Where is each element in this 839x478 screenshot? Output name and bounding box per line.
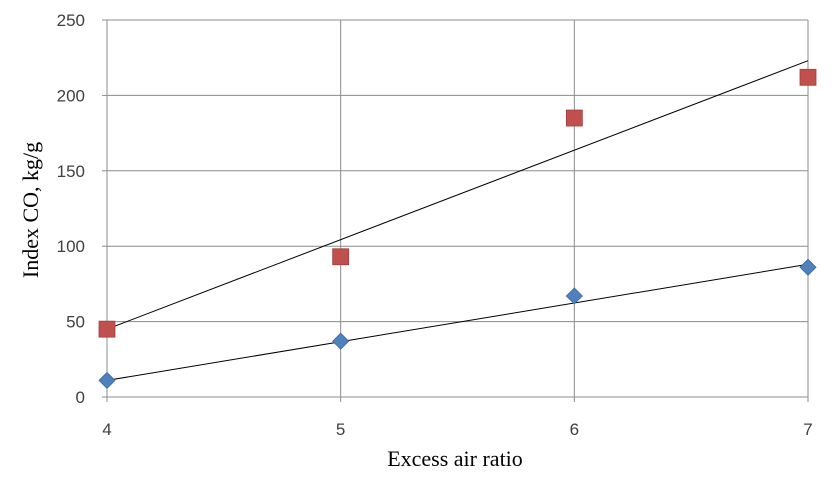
y-tick-label: 50 <box>66 313 85 332</box>
data-point-square <box>799 68 817 86</box>
y-tick-label: 250 <box>57 11 85 30</box>
data-point-diamond <box>799 258 817 276</box>
data-points <box>98 68 817 389</box>
x-tick-label: 5 <box>336 420 345 439</box>
trendline-series-2 <box>106 60 809 330</box>
trendlines <box>106 60 809 381</box>
data-point-diamond <box>565 287 583 305</box>
x-axis-title: Excess air ratio <box>387 446 523 471</box>
data-point-diamond <box>332 332 350 350</box>
trendline-series-1 <box>106 263 809 381</box>
y-tick-label: 100 <box>57 237 85 256</box>
axes <box>102 19 809 402</box>
data-point-square <box>332 248 350 266</box>
gridlines <box>107 19 809 397</box>
x-tick-label: 6 <box>570 420 579 439</box>
x-tick-label: 7 <box>803 420 812 439</box>
y-tick-label: 0 <box>76 388 85 407</box>
x-tick-label: 4 <box>102 420 111 439</box>
data-point-square <box>98 320 116 338</box>
data-point-diamond <box>98 371 116 389</box>
data-point-square <box>565 109 583 127</box>
y-axis-title: Index CO, kg/g <box>18 142 43 278</box>
y-tick-label: 150 <box>57 162 85 181</box>
y-tick-label: 200 <box>57 86 85 105</box>
tick-labels: 0 50 100 150 200 250 4 5 6 7 <box>57 11 813 439</box>
